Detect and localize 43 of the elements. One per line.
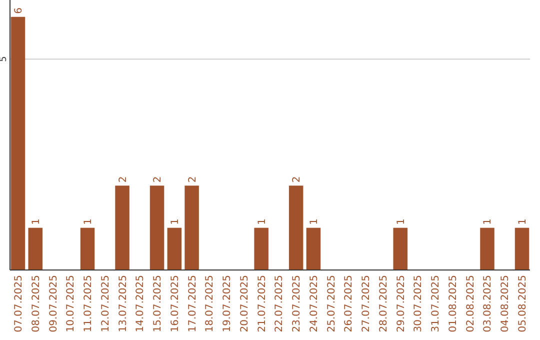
x-tick-label: 08.07.2025 — [30, 275, 42, 332]
x-tick-label: 04.08.2025 — [500, 275, 512, 332]
data-label: 1 — [396, 218, 407, 225]
data-label: 2 — [292, 176, 303, 183]
data-label: 1 — [170, 218, 181, 225]
x-tick-label: 24.07.2025 — [308, 275, 320, 332]
x-tick-label: 30.07.2025 — [413, 275, 424, 332]
x-tick-label: 18.07.2025 — [204, 275, 216, 332]
x-tick-label: 13.07.2025 — [118, 275, 129, 332]
x-tick-label: 03.08.2025 — [482, 275, 494, 332]
x-tick-label: 17.07.2025 — [187, 275, 198, 332]
x-tick-label: 26.07.2025 — [344, 275, 355, 332]
x-tick-label: 10.07.2025 — [66, 275, 77, 332]
x-tick-label: 12.07.2025 — [100, 275, 112, 332]
x-tick-label: 27.07.2025 — [361, 275, 372, 332]
x-tick-label: 25.07.2025 — [326, 275, 338, 332]
x-tick-label: 09.07.2025 — [48, 275, 60, 332]
data-label: 1 — [482, 218, 494, 225]
x-tick-label: 21.07.2025 — [256, 275, 268, 332]
x-tick-label: 22.07.2025 — [274, 275, 286, 332]
data-label: 6 — [13, 8, 24, 14]
x-tick-label: 28.07.2025 — [378, 275, 390, 332]
x-tick-label: 20.07.2025 — [239, 275, 250, 332]
data-label: 1 — [30, 218, 42, 225]
x-tick-label: 16.07.2025 — [170, 275, 181, 332]
data-label: 1 — [518, 218, 529, 225]
x-tick-label: 15.07.2025 — [152, 275, 164, 332]
data-label: 1 — [83, 218, 94, 225]
x-tick-label: 11.07.2025 — [83, 275, 94, 332]
data-label: 2 — [187, 176, 198, 183]
x-tick-label: 01.08.2025 — [448, 275, 459, 332]
x-tick-label: 02.08.2025 — [465, 275, 476, 332]
x-tick-label: 05.08.2025 — [518, 275, 529, 332]
x-tick-label: 07.07.2025 — [13, 275, 24, 332]
x-tick-label: 14.07.2025 — [135, 275, 146, 332]
x-tick-label: 23.07.2025 — [292, 275, 303, 332]
x-tick-label: 29.07.2025 — [396, 275, 407, 332]
data-label: 2 — [152, 176, 164, 183]
data-label: 1 — [308, 218, 320, 225]
x-tick-label: 31.07.2025 — [430, 275, 442, 332]
data-label: 2 — [118, 176, 129, 183]
data-label: 1 — [256, 218, 268, 225]
x-tick-label: 19.07.2025 — [222, 275, 234, 332]
